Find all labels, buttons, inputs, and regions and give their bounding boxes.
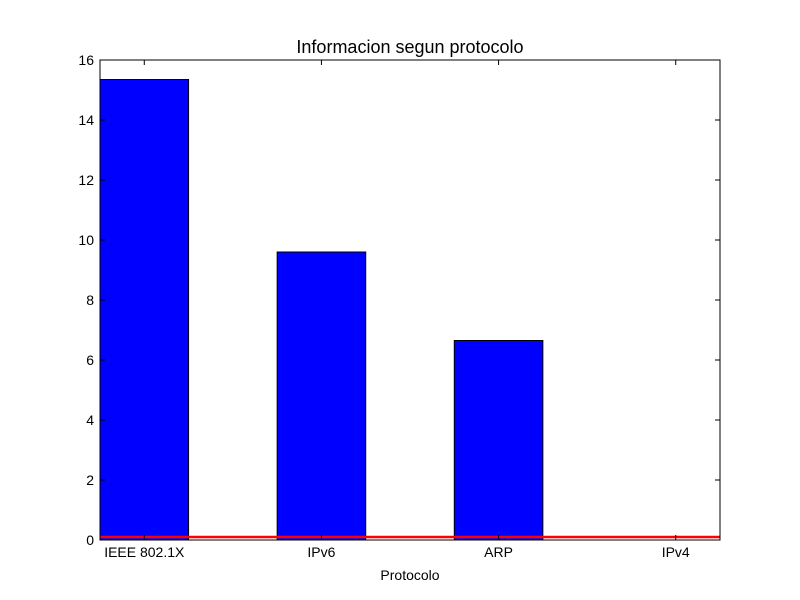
y-tick-label-8: 16 — [78, 52, 94, 68]
bar-2 — [453, 340, 544, 541]
y-tick-label-3: 6 — [86, 352, 94, 368]
bar-0 — [99, 79, 190, 541]
y-tick-label-6: 12 — [78, 172, 94, 188]
y-tick-label-0: 0 — [86, 532, 94, 548]
y-tick-label-1: 2 — [86, 472, 94, 488]
y-tick-label-7: 14 — [78, 112, 94, 128]
x-tick-label-0: IEEE 802.1X — [104, 544, 185, 560]
x-axis-label: Protocolo — [380, 567, 439, 583]
plot-frame — [99, 59, 721, 541]
chart-title: Informacion segun protocolo — [296, 37, 523, 57]
x-tick-label-1: IPv6 — [307, 544, 335, 560]
ticks-layer: IEEE 802.1X IPv6 ARP IPv4 0 2 4 6 8 10 12 14 16 — [78, 52, 720, 560]
x-tick-label-3: IPv4 — [662, 544, 690, 560]
x-tick-label-2: ARP — [484, 544, 513, 560]
bars-layer — [99, 79, 544, 541]
y-tick-label-4: 8 — [86, 292, 94, 308]
bar-1 — [276, 251, 367, 541]
y-tick-label-2: 4 — [86, 412, 94, 428]
y-tick-label-5: 10 — [78, 232, 94, 248]
